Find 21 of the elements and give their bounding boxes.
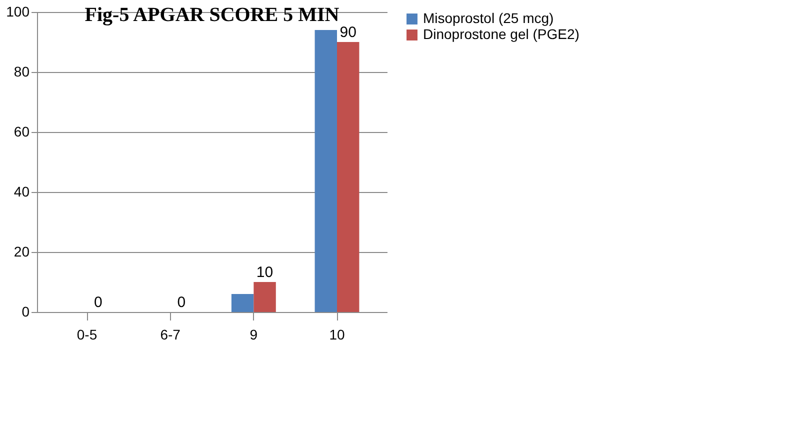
y-tick-label: 20 — [14, 244, 30, 260]
bar — [337, 42, 360, 312]
data-label: 10 — [256, 264, 274, 281]
x-tick-label: 9 — [250, 326, 258, 342]
bar — [314, 30, 337, 312]
data-label: 0 — [177, 294, 186, 311]
y-tick-label: 80 — [14, 64, 30, 80]
y-tick-label: 100 — [6, 4, 30, 20]
bar — [231, 294, 254, 312]
bar — [254, 282, 276, 312]
legend-label: Misoprostol (25 mcg) — [423, 10, 554, 26]
y-tick-label: 40 — [14, 184, 30, 200]
chart-title: Fig-5 APGAR SCORE 5 MIN — [84, 4, 340, 26]
x-tick-label: 6-7 — [160, 326, 181, 342]
legend-label: Dinoprostone gel (PGE2) — [423, 26, 580, 42]
y-tick-label: 0 — [22, 304, 30, 320]
y-tick-label: 60 — [14, 124, 30, 140]
x-tick-label: 0-5 — [76, 326, 98, 342]
x-tick-label: 10 — [329, 326, 345, 342]
data-label: 0 — [94, 294, 102, 311]
data-label: 90 — [340, 24, 356, 41]
